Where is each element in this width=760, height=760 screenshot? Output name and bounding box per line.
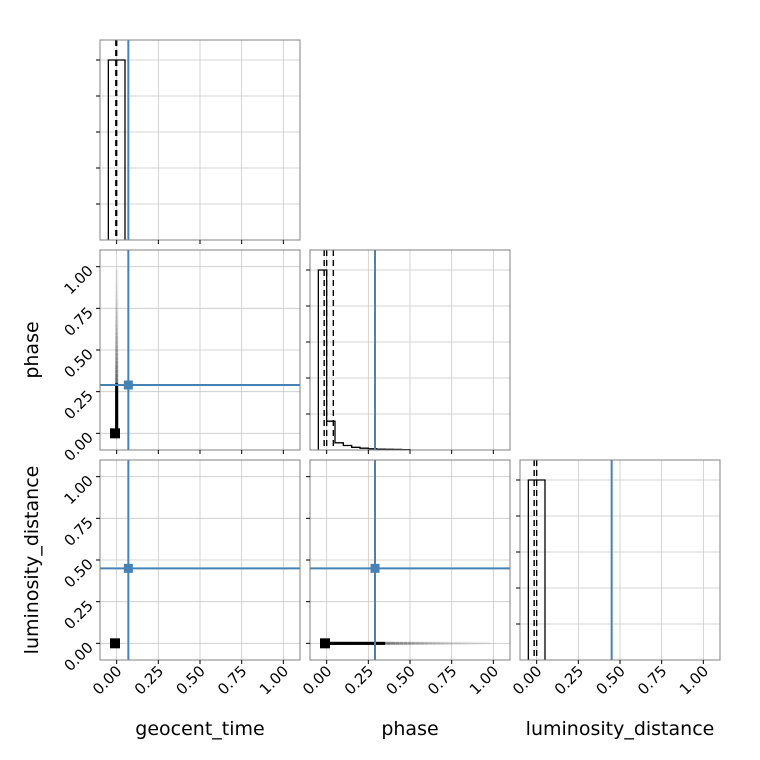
density-peak <box>110 428 120 439</box>
sample-point <box>482 641 487 645</box>
x-tick-label: 1.00 <box>676 662 712 698</box>
sample-point <box>453 641 458 645</box>
sample-point <box>115 352 119 357</box>
sample-point <box>115 306 119 311</box>
sample-point <box>420 641 425 645</box>
sample-point <box>411 641 416 645</box>
x-tick-label: 0.00 <box>299 662 335 698</box>
sample-point <box>386 641 391 645</box>
sample-point <box>115 323 119 328</box>
x-tick-label: 0.50 <box>592 662 628 698</box>
sample-point <box>444 641 449 645</box>
x-tick-label: 1.00 <box>256 662 292 698</box>
x-tick-label: 0.25 <box>551 662 587 698</box>
sample-point <box>407 641 412 645</box>
sample-point <box>115 348 119 353</box>
density-peak <box>110 638 120 649</box>
y-tick-label: 0.75 <box>60 513 96 549</box>
truth-marker <box>123 563 133 573</box>
sample-point <box>115 356 119 361</box>
sample-point <box>115 319 119 324</box>
sample-point <box>403 641 408 645</box>
sample-point <box>449 641 454 645</box>
histogram-geocent_time <box>96 39 301 244</box>
sample-point <box>115 360 119 365</box>
sample-point <box>486 641 491 645</box>
sample-point <box>415 641 420 645</box>
histogram-step <box>317 269 411 450</box>
scatter-luminosity_distance-vs-geocent_time: 0.00 0.25 0.50 0.75 1.000.000.250.500.751.00 <box>60 459 301 698</box>
sample-point <box>115 294 119 299</box>
histogram-phase <box>306 249 511 454</box>
sample-point <box>457 641 462 645</box>
y-tick-label: 0.00 <box>60 638 96 674</box>
sample-point <box>115 298 119 303</box>
sample-point <box>115 365 119 370</box>
x-tick-label: 0.75 <box>214 662 250 698</box>
sample-point <box>115 269 119 274</box>
y-tick-label: 0.25 <box>60 387 96 423</box>
x-axis-label-phase: phase <box>381 718 438 740</box>
sample-point <box>115 273 119 278</box>
x-tick-label: 0.50 <box>172 662 208 698</box>
y-tick-label: 0.75 <box>60 303 96 339</box>
density-peak <box>320 638 330 649</box>
scatter-luminosity_distance-vs-phase: 0.00 0.25 0.50 0.75 1.00 <box>299 459 511 698</box>
x-tick-label: 0.75 <box>424 662 460 698</box>
sample-point <box>399 641 404 645</box>
sample-point <box>469 641 474 645</box>
y-axis-label-luminosity_distance: luminosity_distance <box>21 466 43 655</box>
sample-point <box>115 340 119 345</box>
sample-point <box>115 327 119 332</box>
sample-point <box>436 641 441 645</box>
sample-point <box>115 369 119 374</box>
sample-point <box>428 641 433 645</box>
sample-point <box>115 286 119 291</box>
sample-point <box>115 335 119 340</box>
truth-marker <box>370 563 380 573</box>
sample-point <box>115 377 119 382</box>
y-tick-label: 0.50 <box>60 555 96 591</box>
x-tick-label: 0.25 <box>341 662 377 698</box>
sample-point <box>115 331 119 336</box>
sample-point <box>115 282 119 287</box>
sample-point <box>424 641 429 645</box>
x-tick-label: 0.50 <box>382 662 418 698</box>
scatter-phase-vs-geocent_time: 0.00 0.25 0.50 0.75 1.00 <box>60 249 301 465</box>
sample-point <box>115 277 119 282</box>
sample-point <box>115 344 119 349</box>
y-tick-label: 1.00 <box>60 262 96 298</box>
x-tick-label: 0.25 <box>131 662 167 698</box>
sample-point <box>115 290 119 295</box>
x-tick-label: 0.00 <box>509 662 545 698</box>
sample-point <box>115 373 119 378</box>
truth-marker <box>123 380 133 390</box>
sample-point <box>115 302 119 307</box>
x-tick-label: 0.00 <box>89 662 125 698</box>
y-tick-label: 0.50 <box>60 345 96 381</box>
x-axis-label-geocent_time: geocent_time <box>135 718 264 740</box>
x-tick-label: 1.00 <box>466 662 502 698</box>
y-tick-label: 1.00 <box>60 472 96 508</box>
sample-point <box>390 641 395 645</box>
histogram-luminosity_distance: 0.00 0.25 0.50 0.75 1.00 <box>509 459 721 698</box>
sample-point <box>461 641 466 645</box>
sample-point <box>115 315 119 320</box>
sample-point <box>478 641 483 645</box>
sample-point <box>440 641 445 645</box>
sample-point <box>115 311 119 316</box>
y-axis-label-phase: phase <box>21 321 43 378</box>
y-tick-label: 0.25 <box>60 597 96 633</box>
sample-point <box>432 641 437 645</box>
y-tick-label: 0.00 <box>60 428 96 464</box>
sample-point <box>395 641 400 645</box>
sample-point <box>473 641 478 645</box>
x-tick-label: 0.75 <box>634 662 670 698</box>
sample-point <box>465 641 470 645</box>
x-axis-label-luminosity_distance: luminosity_distance <box>526 718 715 740</box>
